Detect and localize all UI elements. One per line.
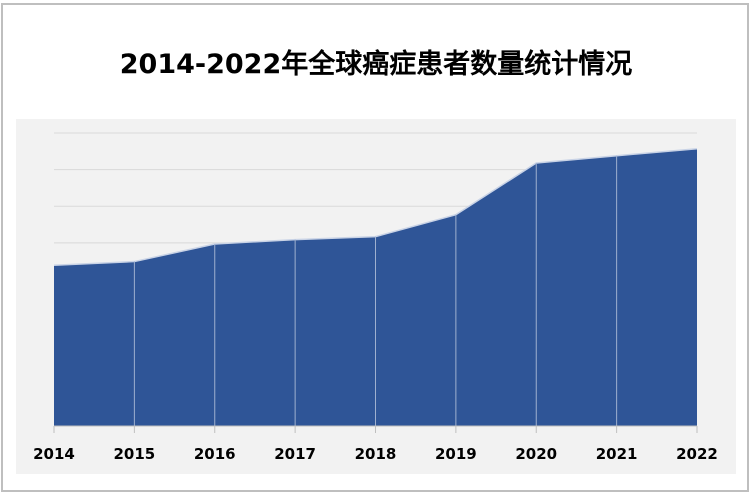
x-axis-label: 2020: [515, 445, 557, 463]
x-axis-label: 2021: [596, 445, 638, 463]
x-axis-label: 2015: [114, 445, 156, 463]
category-dividers: [133, 155, 618, 426]
x-axis-label: 2017: [274, 445, 316, 463]
x-axis-labels: 2014 2015 2016 2017 2018 2019 2020 2021 2022: [33, 445, 718, 463]
chart-title: 2014-2022年全球癌症患者数量统计情况: [119, 49, 633, 80]
x-axis-label: 2022: [676, 445, 718, 463]
x-axis-label: 2018: [355, 445, 397, 463]
x-axis-label: 2019: [435, 445, 477, 463]
x-axis: [53, 425, 698, 433]
x-axis-label: 2014: [33, 445, 75, 463]
x-axis-label: 2016: [194, 445, 236, 463]
